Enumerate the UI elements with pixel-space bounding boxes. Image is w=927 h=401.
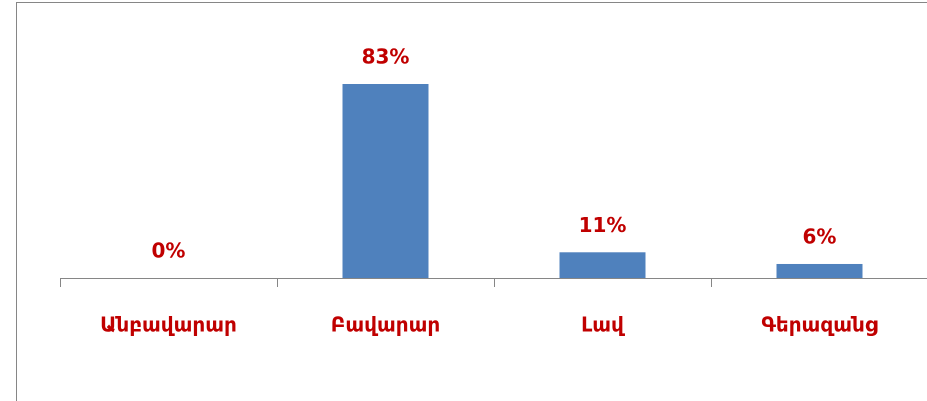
value-label: 6% — [803, 224, 837, 248]
chart-frame — [16, 2, 927, 401]
x-tick-label: Լավ — [581, 313, 625, 337]
bar — [342, 84, 429, 278]
x-tick-label: Բավարար — [331, 313, 440, 337]
value-label: 0% — [152, 239, 186, 263]
x-tick-label: Անբավարար — [100, 313, 237, 337]
value-label: 11% — [579, 213, 627, 237]
value-label: 83% — [362, 45, 410, 69]
bar — [559, 252, 646, 278]
bar — [776, 263, 863, 278]
x-tick-label: Գերազանց — [761, 313, 878, 337]
